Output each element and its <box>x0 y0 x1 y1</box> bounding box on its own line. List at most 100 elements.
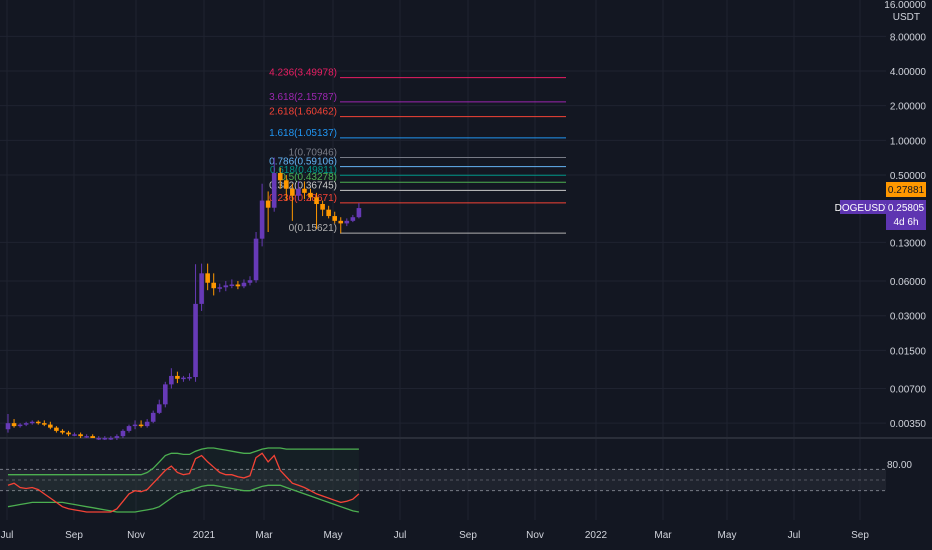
candle-body[interactable] <box>48 424 53 428</box>
candle-body[interactable] <box>150 412 156 422</box>
candle-body[interactable] <box>72 434 77 436</box>
candle-body[interactable] <box>247 280 253 283</box>
price-tick-label: 0.13000 <box>890 238 927 249</box>
symbol-badge <box>840 200 886 214</box>
time-tick-label: Jul <box>394 530 407 541</box>
candle-body[interactable] <box>205 273 210 283</box>
time-tick-label: 2022 <box>585 530 608 541</box>
candle-body[interactable] <box>163 384 168 405</box>
time-tick-label: Nov <box>127 530 145 541</box>
last-price-badge <box>886 182 926 197</box>
candle-body[interactable] <box>5 423 11 430</box>
candle-body[interactable] <box>187 377 192 379</box>
candle-body[interactable] <box>344 220 350 224</box>
candle-body[interactable] <box>193 303 198 378</box>
price-tick-label: 0.00700 <box>890 384 927 395</box>
candle-body[interactable] <box>114 436 120 439</box>
candle-body[interactable] <box>241 282 247 287</box>
candle-body[interactable] <box>66 432 71 435</box>
fib-level-label: 3.618(2.15787) <box>269 92 337 103</box>
candle-body[interactable] <box>350 217 356 221</box>
fib-level-label: 0.786(0.59106) <box>269 157 337 168</box>
fib-level-label: 0.5(0.43278) <box>280 172 337 183</box>
candle-body[interactable] <box>277 173 283 181</box>
symbol-label: DOGEUSDT <box>835 203 892 214</box>
candle-body[interactable] <box>308 192 313 198</box>
candle-body[interactable] <box>42 423 47 425</box>
candle-body[interactable] <box>102 438 108 440</box>
candle-body[interactable] <box>290 188 295 196</box>
candle-body[interactable] <box>90 436 95 439</box>
price-tick-label: 0.00350 <box>890 419 927 430</box>
candle-body[interactable] <box>35 421 41 424</box>
time-tick-label: Mar <box>654 530 672 541</box>
fib-level-label: 4.236(3.49978) <box>269 68 337 79</box>
candle-body[interactable] <box>326 209 331 217</box>
time-axis[interactable]: Jul Sep Nov 2021 Mar May Jul Sep Nov 2022 Mar May Ju… <box>1 530 870 541</box>
candle-body[interactable] <box>175 375 180 379</box>
candle-body[interactable] <box>229 284 235 286</box>
upper-band-line <box>8 447 359 476</box>
candle-body[interactable] <box>320 203 325 210</box>
candle-body[interactable] <box>314 197 319 204</box>
candle-body[interactable] <box>338 220 344 224</box>
candlestick-series[interactable] <box>5 157 362 440</box>
fib-level-label: 1.618(1.05137) <box>269 128 337 139</box>
candle-body[interactable] <box>181 377 186 380</box>
price-axis-top-label: 16.00000 <box>884 0 926 11</box>
time-tick-label: Sep <box>851 530 869 541</box>
candle-body[interactable] <box>17 424 23 427</box>
fibonacci-retracement[interactable]: 4.236(3.49978) 3.618(2.15787) 2.618(1.6046… <box>269 68 566 235</box>
candle-body[interactable] <box>199 273 204 304</box>
candle-body[interactable] <box>54 427 59 431</box>
candle-body[interactable] <box>302 188 307 193</box>
candle-body[interactable] <box>223 285 229 288</box>
candle-body[interactable] <box>126 426 132 431</box>
candle-body[interactable] <box>29 421 35 424</box>
countdown-label: 4d 6h <box>893 217 918 228</box>
candle-body[interactable] <box>144 421 150 427</box>
last-price-label: 0.27881 <box>888 185 925 196</box>
price-labels: 0.27881 DOGEUSDT 0.25805 4d 6h <box>835 182 926 230</box>
candle-body[interactable] <box>265 200 271 208</box>
indicator-tick-label: 80.00 <box>887 460 912 471</box>
candle-body[interactable] <box>23 423 29 425</box>
symbol-price-badge <box>886 200 926 230</box>
candle-body[interactable] <box>84 436 89 438</box>
price-tick-label: 1.00000 <box>890 136 927 147</box>
candle-body[interactable] <box>217 287 223 289</box>
candle-body[interactable] <box>235 284 241 287</box>
indicator-pane[interactable]: 80.00 <box>0 447 912 513</box>
candle-body[interactable] <box>78 434 83 437</box>
candle-body[interactable] <box>259 200 265 239</box>
candle-body[interactable] <box>138 424 144 427</box>
candle-body[interactable] <box>156 404 162 413</box>
candle-body[interactable] <box>169 375 174 385</box>
fib-level-label: 0.236(0.28671) <box>269 193 337 204</box>
symbol-price-label: 0.25805 <box>888 203 925 214</box>
time-tick-label: Mar <box>255 530 273 541</box>
rsi-band-fill <box>0 469 886 491</box>
lower-band-line <box>7 484 360 513</box>
candle-body[interactable] <box>60 430 65 433</box>
time-tick-label: Jul <box>1 530 14 541</box>
candle-body[interactable] <box>108 438 114 440</box>
price-tick-label: 2.00000 <box>890 102 927 113</box>
candle-body[interactable] <box>11 423 17 427</box>
candle-body[interactable] <box>284 180 289 189</box>
price-axis[interactable]: 16.00000 USDT 8.00000 4.00000 2.00000 1.000… <box>884 0 926 430</box>
candle-body[interactable] <box>271 173 277 208</box>
fib-level-label: 0.618(0.49811) <box>270 165 337 176</box>
time-tick-label: May <box>718 530 737 541</box>
candle-body[interactable] <box>132 424 138 427</box>
candle-body[interactable] <box>356 208 362 218</box>
candle-body[interactable] <box>96 438 102 440</box>
candle-body[interactable] <box>253 238 259 281</box>
candle-body[interactable] <box>211 282 216 289</box>
candle-body[interactable] <box>332 216 337 221</box>
price-tick-label: 0.50000 <box>890 171 927 182</box>
candle-body[interactable] <box>296 188 301 196</box>
candle-body[interactable] <box>120 430 126 437</box>
